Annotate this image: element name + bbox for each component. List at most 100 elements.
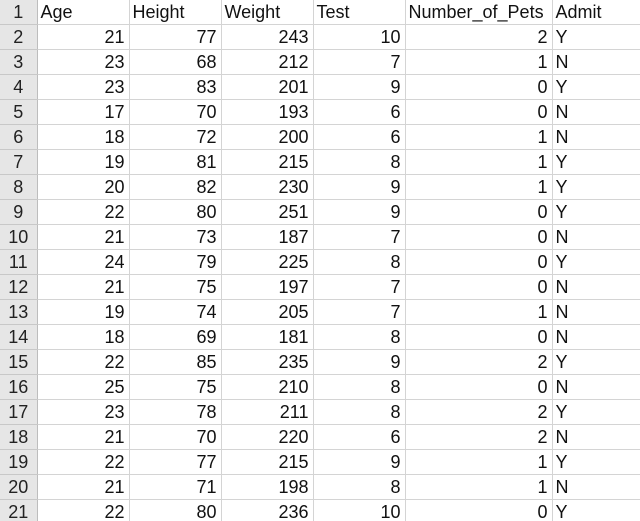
cell-height[interactable]: 82 [129, 174, 222, 201]
cell-number-of-pets[interactable]: 0 [405, 499, 553, 521]
cell-age[interactable]: 18 [37, 124, 130, 151]
cell-number-of-pets[interactable]: 0 [405, 199, 553, 226]
row-number[interactable]: 4 [0, 74, 38, 101]
row-number[interactable]: 10 [0, 224, 38, 251]
cell-number-of-pets[interactable]: 0 [405, 374, 553, 401]
cell-number-of-pets[interactable]: 0 [405, 74, 553, 101]
row-number[interactable]: 7 [0, 149, 38, 176]
cell-number-of-pets[interactable]: 2 [405, 24, 553, 51]
cell-admit[interactable]: N [552, 124, 640, 151]
cell-height[interactable]: 72 [129, 124, 222, 151]
cell-weight[interactable]: 236 [221, 499, 314, 521]
cell-age[interactable]: 19 [37, 149, 130, 176]
cell-weight[interactable]: 225 [221, 249, 314, 276]
row-number[interactable]: 21 [0, 499, 38, 521]
cell-admit[interactable]: Y [552, 174, 640, 201]
cell-test[interactable]: 7 [313, 299, 406, 326]
row-number[interactable]: 18 [0, 424, 38, 451]
row-number[interactable]: 6 [0, 124, 38, 151]
cell-age[interactable]: 22 [37, 449, 130, 476]
cell-height[interactable]: 75 [129, 274, 222, 301]
cell-weight[interactable]: 230 [221, 174, 314, 201]
cell-test[interactable]: 9 [313, 449, 406, 476]
cell-number-of-pets[interactable]: 1 [405, 299, 553, 326]
cell-age[interactable]: 23 [37, 74, 130, 101]
cell-admit[interactable]: Y [552, 149, 640, 176]
cell-height[interactable]: 80 [129, 199, 222, 226]
cell-age[interactable]: 21 [37, 224, 130, 251]
cell-height[interactable]: 71 [129, 474, 222, 501]
cell-admit[interactable]: N [552, 474, 640, 501]
cell-test[interactable]: 7 [313, 49, 406, 76]
cell-height[interactable]: 73 [129, 224, 222, 251]
row-number[interactable]: 14 [0, 324, 38, 351]
cell-height[interactable]: 77 [129, 24, 222, 51]
cell-number-of-pets[interactable]: 1 [405, 449, 553, 476]
row-number[interactable]: 11 [0, 249, 38, 276]
cell-admit[interactable]: Y [552, 399, 640, 426]
cell-admit[interactable]: N [552, 49, 640, 76]
cell-weight[interactable]: 212 [221, 49, 314, 76]
cell-test[interactable]: 9 [313, 74, 406, 101]
cell-age[interactable]: 22 [37, 499, 130, 521]
cell-height[interactable]: 70 [129, 99, 222, 126]
cell-weight[interactable]: 220 [221, 424, 314, 451]
cell-height[interactable]: 80 [129, 499, 222, 521]
row-number[interactable]: 5 [0, 99, 38, 126]
cell-age[interactable]: 21 [37, 474, 130, 501]
cell-number-of-pets[interactable]: 0 [405, 224, 553, 251]
cell-weight[interactable]: 243 [221, 24, 314, 51]
cell-test[interactable]: 7 [313, 224, 406, 251]
row-number[interactable]: 17 [0, 399, 38, 426]
cell-height[interactable]: 81 [129, 149, 222, 176]
cell-weight[interactable]: 251 [221, 199, 314, 226]
cell-admit[interactable]: Y [552, 449, 640, 476]
cell-height[interactable]: 75 [129, 374, 222, 401]
cell-test[interactable]: 8 [313, 249, 406, 276]
cell-admit[interactable]: Y [552, 199, 640, 226]
cell-age[interactable]: 20 [37, 174, 130, 201]
header-cell-admit[interactable]: Admit [552, 0, 640, 26]
cell-age[interactable]: 21 [37, 424, 130, 451]
cell-weight[interactable]: 197 [221, 274, 314, 301]
header-cell-test[interactable]: Test [313, 0, 406, 26]
cell-admit[interactable]: N [552, 224, 640, 251]
cell-number-of-pets[interactable]: 1 [405, 149, 553, 176]
header-cell-age[interactable]: Age [37, 0, 130, 26]
row-number[interactable]: 19 [0, 449, 38, 476]
cell-weight[interactable]: 193 [221, 99, 314, 126]
cell-admit[interactable]: N [552, 324, 640, 351]
cell-number-of-pets[interactable]: 0 [405, 324, 553, 351]
cell-height[interactable]: 68 [129, 49, 222, 76]
row-number[interactable]: 2 [0, 24, 38, 51]
row-number[interactable]: 9 [0, 199, 38, 226]
cell-test[interactable]: 8 [313, 474, 406, 501]
cell-age[interactable]: 25 [37, 374, 130, 401]
cell-age[interactable]: 24 [37, 249, 130, 276]
cell-number-of-pets[interactable]: 2 [405, 399, 553, 426]
cell-admit[interactable]: Y [552, 349, 640, 376]
cell-age[interactable]: 23 [37, 399, 130, 426]
cell-height[interactable]: 77 [129, 449, 222, 476]
cell-test[interactable]: 8 [313, 324, 406, 351]
cell-height[interactable]: 83 [129, 74, 222, 101]
cell-weight[interactable]: 201 [221, 74, 314, 101]
cell-admit[interactable]: Y [552, 24, 640, 51]
cell-number-of-pets[interactable]: 0 [405, 99, 553, 126]
cell-height[interactable]: 69 [129, 324, 222, 351]
cell-age[interactable]: 23 [37, 49, 130, 76]
cell-admit[interactable]: N [552, 99, 640, 126]
row-number[interactable]: 20 [0, 474, 38, 501]
row-number[interactable]: 15 [0, 349, 38, 376]
cell-height[interactable]: 85 [129, 349, 222, 376]
cell-age[interactable]: 18 [37, 324, 130, 351]
cell-test[interactable]: 6 [313, 124, 406, 151]
cell-admit[interactable]: Y [552, 74, 640, 101]
row-number[interactable]: 12 [0, 274, 38, 301]
cell-weight[interactable]: 198 [221, 474, 314, 501]
cell-height[interactable]: 78 [129, 399, 222, 426]
cell-weight[interactable]: 181 [221, 324, 314, 351]
row-number[interactable]: 1 [0, 0, 38, 26]
row-number[interactable]: 13 [0, 299, 38, 326]
cell-test[interactable]: 10 [313, 499, 406, 521]
